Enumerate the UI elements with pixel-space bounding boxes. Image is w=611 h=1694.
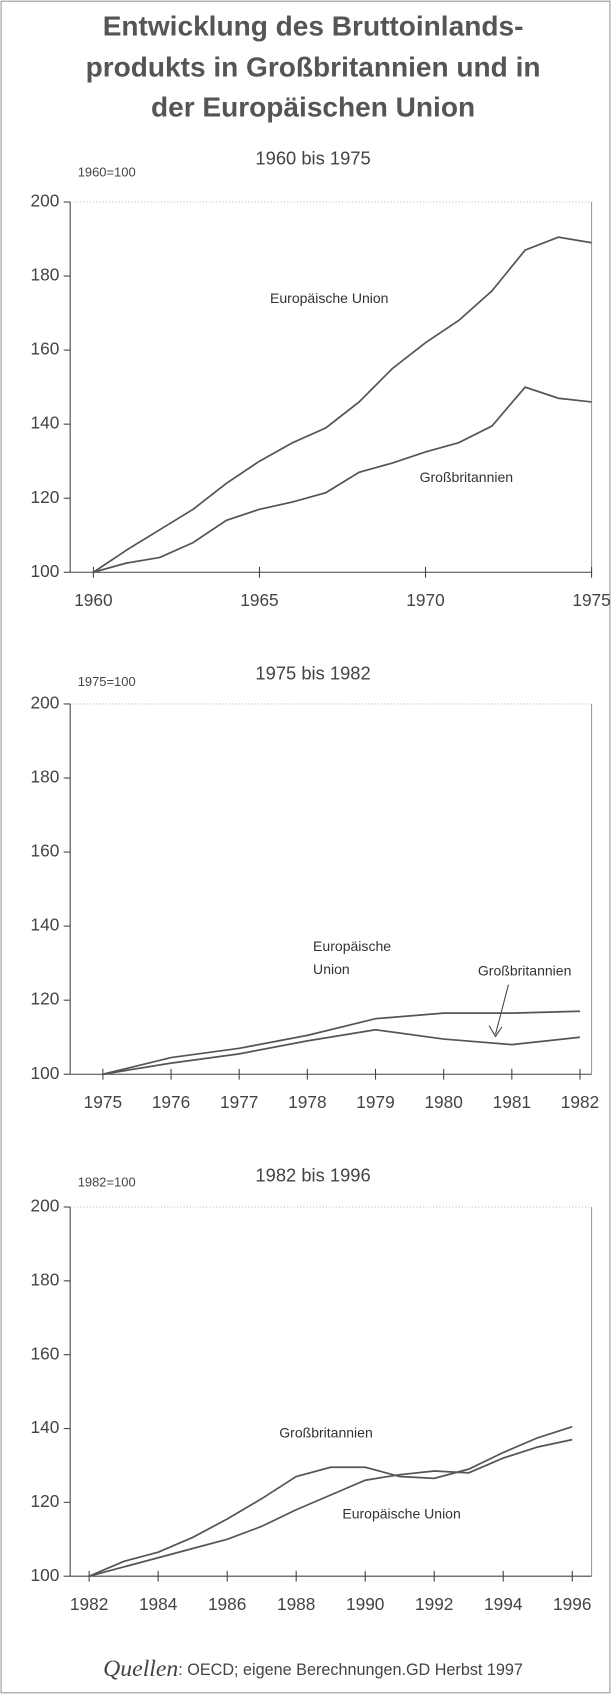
x-tick-label: 1988	[277, 1594, 315, 1614]
chart-title: der Europäischen Union	[151, 92, 475, 123]
source-label: Quellen	[103, 1657, 178, 1683]
y-tick-label: 140	[31, 413, 60, 433]
y-tick-label: 140	[31, 1417, 60, 1437]
y-tick-label: 180	[31, 265, 60, 285]
series-label: Großbritannien	[478, 962, 571, 978]
index-label: 1975=100	[78, 674, 136, 689]
series-label: Großbritannien	[279, 1424, 372, 1440]
y-tick-label: 120	[31, 487, 60, 507]
x-tick-label: 1977	[220, 1092, 258, 1112]
y-tick-label: 100	[31, 561, 60, 581]
subtitle: 1982 bis 1996	[255, 1165, 370, 1186]
series-label: Großbritannien	[420, 469, 513, 485]
y-tick-label: 160	[31, 339, 60, 359]
index-label: 1960=100	[78, 164, 136, 179]
series-line	[88, 1438, 573, 1578]
y-tick-label: 200	[31, 1196, 60, 1216]
series-label: Europäische Union	[270, 290, 388, 306]
x-tick-label: 1965	[240, 590, 278, 610]
x-tick-label: 1996	[553, 1594, 591, 1614]
x-tick-label: 1982	[70, 1594, 108, 1614]
series-line	[102, 1010, 581, 1076]
chart-title: Entwicklung des Bruttoinlands-	[103, 11, 524, 42]
x-tick-label: 1992	[415, 1594, 453, 1614]
y-tick-label: 120	[31, 989, 60, 1009]
y-tick-label: 160	[31, 841, 60, 861]
series-label: Europäische Union	[342, 1505, 460, 1521]
series-line	[102, 1028, 581, 1076]
arrow	[488, 984, 509, 1038]
y-tick-label: 200	[31, 191, 60, 211]
chart-title: produkts in Großbritannien und in	[86, 52, 541, 83]
x-tick-label: 1990	[346, 1594, 384, 1614]
series-line	[88, 1425, 573, 1577]
x-tick-label: 1970	[406, 590, 444, 610]
series-label-box: Europäische Union	[313, 938, 392, 978]
x-tick-label: 1960	[74, 590, 112, 610]
x-tick-label: 1981	[493, 1092, 531, 1112]
y-tick-label: 200	[31, 693, 60, 713]
y-tick-label: 160	[31, 1343, 60, 1363]
x-tick-label: 1986	[208, 1594, 246, 1614]
source: Quellen: OECD; eigene Berechnungen.GD He…	[103, 1657, 523, 1683]
x-tick-label: 1980	[424, 1092, 462, 1112]
x-tick-label: 1975	[84, 1092, 122, 1112]
y-tick-label: 140	[31, 915, 60, 935]
series-label: Europäische Union	[313, 938, 392, 978]
x-tick-label: 1979	[356, 1092, 394, 1112]
y-tick-label: 100	[31, 1063, 60, 1083]
x-tick-label: 1982	[561, 1092, 599, 1112]
source-text: : OECD; eigene Berechnungen.GD Herbst 19…	[178, 1661, 523, 1679]
series-line	[93, 386, 592, 574]
y-tick-label: 180	[31, 767, 60, 787]
index-label: 1982=100	[78, 1175, 136, 1190]
subtitle: 1960 bis 1975	[255, 148, 370, 169]
y-tick-label: 120	[31, 1491, 60, 1511]
x-tick-label: 1984	[139, 1594, 178, 1614]
y-tick-label: 180	[31, 1269, 60, 1289]
x-tick-label: 1975	[572, 590, 610, 610]
y-tick-label: 100	[31, 1565, 60, 1585]
x-tick-label: 1994	[484, 1594, 523, 1614]
x-tick-label: 1976	[152, 1092, 190, 1112]
subtitle: 1975 bis 1982	[255, 663, 370, 684]
series-line	[92, 236, 592, 573]
x-tick-label: 1978	[288, 1092, 326, 1112]
